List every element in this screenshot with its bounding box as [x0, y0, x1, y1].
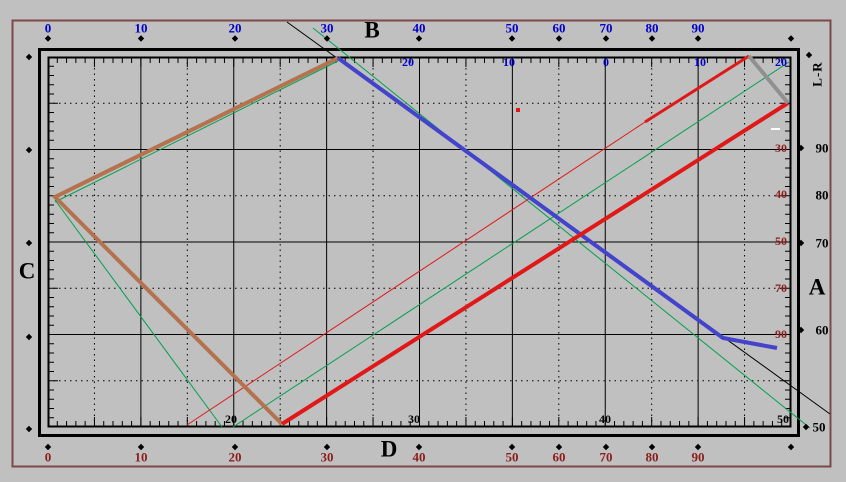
scale-tick-label: 80 — [645, 20, 659, 36]
scale-diamond-icon — [648, 35, 656, 42]
red-track-main — [280, 101, 790, 426]
axis-label-b: B — [364, 17, 380, 43]
scale-tick-label: 50 — [505, 20, 519, 36]
scale-tick-label: 70 — [815, 235, 829, 251]
scale-tick-label: 70 — [599, 20, 613, 36]
scale-tick-label: 10 — [694, 55, 706, 69]
scale-tick-label: 80 — [815, 187, 829, 203]
scale-tick-label: 90 — [691, 449, 705, 465]
scale-tick-label: 40 — [775, 187, 787, 201]
scale-tick-label: 20 — [402, 55, 414, 69]
scale-diamond-icon — [555, 443, 563, 451]
scale-diamond-icon — [508, 35, 516, 42]
scale-tick-label: 90 — [775, 327, 787, 341]
scale-tick-label: 10 — [134, 20, 148, 36]
scale-diamond-icon — [694, 443, 702, 451]
red-construction-line — [186, 121, 646, 426]
scale-diamond-icon — [648, 443, 656, 451]
scale-diamond-icon — [787, 35, 795, 42]
green-construction-line-long — [312, 27, 811, 429]
scale-diamond-icon — [323, 35, 331, 42]
brown-track — [51, 56, 339, 426]
white-dash-marker — [771, 128, 780, 130]
gray-track — [747, 54, 790, 105]
scale-tick-label: 50 — [775, 234, 787, 248]
scale-tick-label: 30 — [320, 20, 334, 36]
scale-diamond-icon — [25, 239, 33, 247]
axis-label-d: D — [380, 436, 398, 462]
scale-tick-label: 30 — [408, 412, 420, 426]
scale-diamond-icon — [231, 443, 239, 451]
scale-diamond-icon — [555, 35, 563, 42]
scale-tick-label: 20 — [225, 412, 237, 426]
scale-diamond-icon — [137, 443, 145, 451]
scale-tick-label: 90 — [691, 20, 705, 36]
scale-tick-label: 0 — [44, 449, 52, 465]
scale-tick-label: 50 — [812, 419, 826, 435]
scale-diamond-icon — [508, 443, 516, 451]
scale-tick-label: 70 — [775, 281, 787, 295]
scale-tick-label: 60 — [815, 322, 829, 338]
scale-tick-label: 90 — [815, 140, 829, 156]
red-track-upper — [644, 54, 750, 124]
scale-tick-label: 80 — [645, 449, 659, 465]
scale-tick-label: 10 — [134, 449, 148, 465]
scale-diamond-icon — [25, 425, 33, 433]
scale-diamond-icon — [602, 35, 610, 42]
red-dot-marker — [516, 108, 520, 112]
scale-tick-label: 0 — [44, 20, 52, 36]
scale-diamond-icon — [805, 51, 813, 59]
axis-label-lr: L-R — [809, 61, 825, 87]
green-construction-upper-left — [54, 60, 339, 203]
scale-tick-label: 10 — [503, 55, 515, 69]
outer-frame — [11, 19, 832, 468]
scale-tick-label: 50 — [505, 449, 519, 465]
scale-tick-label: 40 — [599, 412, 611, 426]
scale-diamond-icon — [44, 443, 52, 451]
scale-diamond-icon — [797, 239, 805, 247]
scale-diamond-icon — [694, 35, 702, 42]
scale-tick-label: 30 — [320, 449, 334, 465]
scale-diamond-icon — [802, 423, 810, 431]
scale-diamond-icon — [415, 35, 423, 42]
scale-diamond-icon — [797, 326, 805, 334]
scale-diamond-icon — [602, 443, 610, 451]
scale-tick-label: 60 — [552, 449, 566, 465]
green-construction-ascending — [232, 61, 790, 428]
scale-diamond-icon — [25, 333, 33, 341]
scale-diamond-icon — [44, 35, 52, 42]
scale-tick-label: 40 — [412, 449, 426, 465]
axis-label-a: A — [808, 274, 826, 300]
scale-tick-label: 70 — [599, 449, 613, 465]
scale-diamond-icon — [25, 53, 33, 61]
scale-tick-label: 20 — [775, 55, 787, 69]
scale-tick-label: 60 — [552, 20, 566, 36]
scale-diamond-icon — [797, 144, 805, 152]
scale-diamond-icon — [137, 35, 145, 42]
scale-diamond-icon — [787, 443, 795, 451]
scale-tick-label: 20 — [228, 20, 242, 36]
green-construction-lower-left — [54, 199, 223, 428]
scale-tick-label: 20 — [228, 449, 242, 465]
scale-tick-label: 30 — [775, 141, 787, 155]
scale-diamond-icon — [231, 35, 239, 42]
scale-tick-label: 40 — [412, 20, 426, 36]
scale-diamond-icon — [415, 443, 423, 451]
scale-tick-label: 0 — [603, 55, 609, 69]
scale-diamond-icon — [323, 443, 331, 451]
blue-track — [336, 56, 778, 350]
axis-label-c: C — [18, 258, 36, 284]
scale-tick-label: 50 — [777, 412, 789, 426]
scale-diamond-icon — [25, 146, 33, 154]
